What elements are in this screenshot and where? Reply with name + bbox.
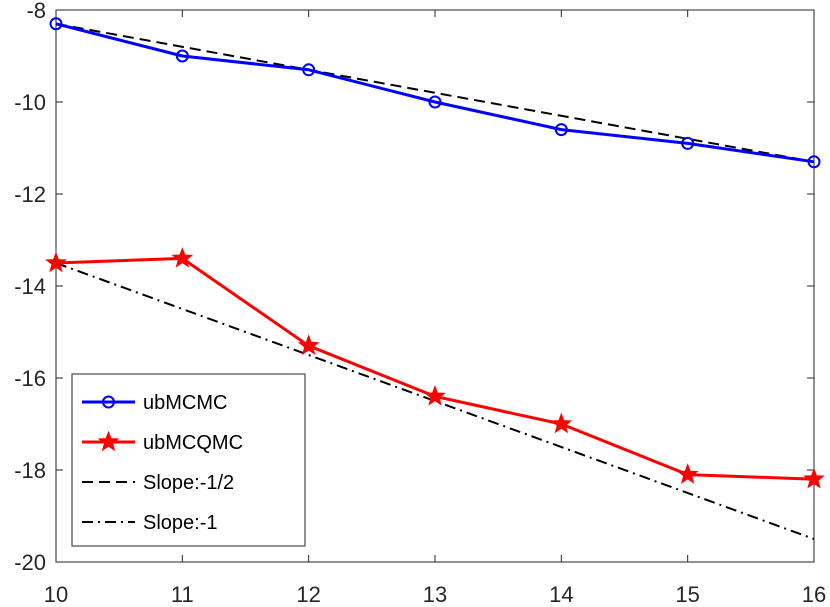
data-point-ubmcmc bbox=[681, 136, 695, 150]
x-tick-label: 11 bbox=[171, 582, 194, 607]
plot-area bbox=[45, 9, 825, 563]
legend: ubMCMC ubMCQMC Slope:-1/2 Slope:-1 bbox=[71, 373, 306, 547]
data-point-ubmcqmc bbox=[45, 251, 67, 273]
x-tick-label: 16 bbox=[802, 582, 826, 607]
legend-entry-ubmcqmc: ubMCQMC bbox=[82, 430, 243, 454]
x-tick-label: 13 bbox=[423, 582, 447, 607]
legend-entry-ubmcmc: ubMCMC bbox=[82, 392, 227, 414]
x-tick-label: 14 bbox=[549, 582, 573, 607]
legend-marker bbox=[102, 395, 115, 409]
y-tick-label: -18 bbox=[14, 458, 46, 483]
y-tick-label: -20 bbox=[14, 550, 46, 575]
data-point-ubmcmc bbox=[49, 17, 63, 31]
data-point-ubmcqmc bbox=[803, 467, 825, 489]
legend-label: ubMCMC bbox=[143, 392, 227, 414]
data-point-ubmcqmc bbox=[297, 334, 320, 356]
series-ubmcqmc bbox=[45, 246, 825, 489]
data-point-ubmcmc bbox=[428, 95, 442, 109]
x-axis: 10 11 12 13 14 15 16 bbox=[44, 10, 826, 607]
legend-entry-slope-1: Slope:-1 bbox=[82, 512, 218, 534]
y-tick-label: -16 bbox=[14, 366, 46, 391]
legend-label: Slope:-1/2 bbox=[143, 472, 234, 494]
series-line-slope-1-2 bbox=[55, 22, 815, 163]
series-slope-1-2 bbox=[55, 22, 815, 163]
series-line-slope-1 bbox=[55, 262, 815, 540]
series-line-ubmcmc bbox=[55, 22, 815, 164]
series-slope-1 bbox=[55, 262, 815, 540]
data-point-ubmcqmc bbox=[550, 412, 573, 434]
legend-label: ubMCQMC bbox=[143, 432, 243, 454]
data-point-ubmcqmc bbox=[171, 246, 194, 268]
legend-entry-slope-1-2: Slope:-1/2 bbox=[82, 472, 234, 494]
data-point-ubmcqmc bbox=[424, 384, 446, 406]
x-tick-label: 12 bbox=[296, 582, 320, 607]
series-ubmcmc bbox=[49, 17, 821, 169]
data-point-ubmcmc bbox=[554, 123, 568, 137]
legend-marker bbox=[97, 430, 120, 452]
x-tick-label: 10 bbox=[44, 582, 68, 607]
y-tick-label: -8 bbox=[26, 0, 46, 23]
data-point-ubmcmc bbox=[807, 155, 821, 169]
y-tick-label: -14 bbox=[14, 274, 46, 299]
data-point-ubmcmc bbox=[175, 49, 189, 63]
x-tick-label: 15 bbox=[675, 582, 699, 607]
y-axis: -20 -18 -16 -14 -12 -10 -8 bbox=[14, 0, 814, 575]
data-point-ubmcmc bbox=[302, 63, 316, 77]
data-point-ubmcqmc bbox=[676, 463, 699, 484]
legend-label: Slope:-1 bbox=[143, 512, 218, 534]
y-tick-label: -12 bbox=[14, 182, 46, 207]
y-tick-label: -10 bbox=[14, 90, 46, 115]
